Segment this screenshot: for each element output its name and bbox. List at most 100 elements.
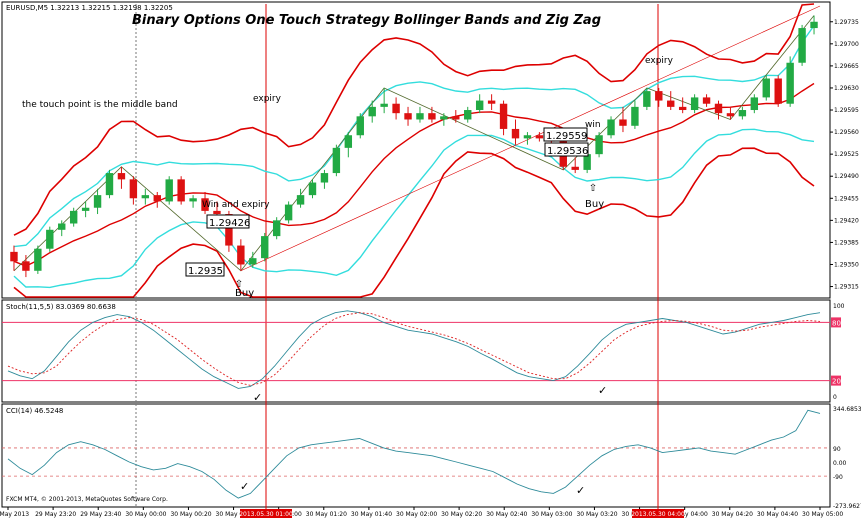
price-box-4-text: 1.29536 <box>547 146 588 157</box>
price-axis-label: 1.29315 <box>834 284 859 291</box>
candle-body <box>22 261 30 271</box>
price-axis-label: 1.29385 <box>834 239 859 246</box>
candle-body <box>117 173 126 180</box>
arrow-up-icon: ⇧ <box>589 183 597 194</box>
time-marker-tag <box>240 509 292 518</box>
candle-body <box>810 21 818 29</box>
zigzag-lines <box>13 5 821 272</box>
cci-label: CCI(14) 46.5248 <box>6 407 63 415</box>
stoch-axis-100: 100 <box>833 303 845 310</box>
time-marker-tag <box>632 509 684 518</box>
price-box-2-text: 1.2935 <box>188 266 223 277</box>
upper-inner-band <box>13 25 815 248</box>
candle-body <box>404 113 412 120</box>
price-axis-label: 1.29735 <box>834 19 859 26</box>
cci-line <box>7 409 821 499</box>
time-axis-label: 30 May 02:00 <box>396 511 437 518</box>
candle-body <box>93 195 102 208</box>
cci-lines <box>2 409 830 499</box>
cci-axis-label: 344.6853 <box>833 406 861 413</box>
candle-body <box>774 78 782 104</box>
candle-body <box>440 116 448 120</box>
stoch-level-value: 80 <box>832 319 841 327</box>
time-axis-label: 29 May 23:20 <box>35 511 76 518</box>
time-axis-label: 30 May 05:00 <box>802 511 843 518</box>
stoch-label: Stoch(11,5,5) 83.0369 80.6638 <box>6 303 116 311</box>
candle-body <box>690 97 699 111</box>
candle-body <box>392 103 400 114</box>
candle-body <box>583 154 591 170</box>
time-axis-label: 30 May 02:20 <box>441 511 482 518</box>
check-icon: ✓ <box>576 484 585 497</box>
candle-body <box>308 182 317 196</box>
symbol-header: EURUSD,M5 1.32213 1.32215 1.32198 1.3220… <box>6 4 173 12</box>
price-axis-label: 1.29455 <box>834 195 859 202</box>
stoch-main-line <box>7 310 821 389</box>
candle-body <box>189 198 197 202</box>
win-label: win <box>585 120 601 130</box>
price-box-1 <box>206 214 250 229</box>
candle-body <box>798 28 806 63</box>
candle-body <box>69 210 78 224</box>
candle-body <box>571 166 579 170</box>
zigzag <box>13 15 815 272</box>
candle-body <box>153 195 161 202</box>
time-axis-label: 30 May 04:40 <box>757 511 798 518</box>
candle-body <box>46 229 54 249</box>
check-icon: ✓ <box>598 384 607 397</box>
cci-pane <box>1 403 831 508</box>
candle-body <box>619 119 627 126</box>
candle-body <box>261 236 269 259</box>
time-marker-label: 2013.05.30 04:00 <box>631 511 685 518</box>
axes: 80 20 100 0 344.6853 90 0.00 -90 -273.9627 1.2973… <box>0 19 861 518</box>
candle-body <box>320 173 329 183</box>
time-axis-label: 29 May 2013 <box>0 511 29 518</box>
stoch-axis-0: 0 <box>833 394 837 401</box>
time-marker-label: 2013.05.30 01:00 <box>239 511 293 518</box>
candle-body <box>499 103 508 129</box>
time-axis-label: 30 May 01:40 <box>351 511 392 518</box>
candle-body <box>487 100 496 104</box>
candle-body <box>368 106 376 117</box>
candle-body <box>607 119 615 136</box>
price-axis-label: 1.29490 <box>834 173 859 180</box>
time-axis-label: 30 May 01:20 <box>306 511 347 518</box>
candle-body <box>165 179 173 202</box>
cci-axis-label: 90 <box>833 446 841 453</box>
candle-body <box>237 245 245 265</box>
candle-body <box>129 179 138 199</box>
candle-body <box>667 100 675 107</box>
candle-body <box>177 179 185 202</box>
candle-body <box>511 128 520 139</box>
expiry-label-1: expiry <box>253 94 282 104</box>
price-axis-label: 1.29525 <box>834 151 859 158</box>
candle-body <box>523 135 532 139</box>
touch-point-note: the touch point is the middle band <box>22 100 178 110</box>
time-axis-label: 30 May 03:20 <box>576 511 617 518</box>
candle-body <box>416 113 424 120</box>
price-axis-label: 1.29560 <box>834 129 859 136</box>
price-box-3 <box>543 127 588 142</box>
expiry-label-2: expiry <box>645 56 674 66</box>
candle-body <box>452 116 460 120</box>
price-box-4 <box>544 142 589 157</box>
candle-body <box>34 248 42 271</box>
candle-body <box>356 116 364 136</box>
price-pane <box>1 1 831 299</box>
candle-body <box>213 210 221 215</box>
candle-body <box>595 135 603 155</box>
upper-outer-band <box>13 3 815 236</box>
candle-body <box>272 220 281 237</box>
candle-body <box>284 204 293 221</box>
time-axis-label: 30 May 00:20 <box>170 511 211 518</box>
price-axis-label: 1.29595 <box>834 107 859 114</box>
time-axis-label: 30 May 03:00 <box>531 511 572 518</box>
candle-body <box>702 97 711 104</box>
copyright: FXCM MT4, © 2001-2013, MetaQuotes Softwa… <box>6 496 168 503</box>
candle-body <box>475 100 484 111</box>
candle-body <box>643 91 651 107</box>
candle-body <box>428 113 436 120</box>
cci-axis-label: -273.9627 <box>833 503 861 510</box>
buy-label-1: Buy <box>235 288 254 299</box>
